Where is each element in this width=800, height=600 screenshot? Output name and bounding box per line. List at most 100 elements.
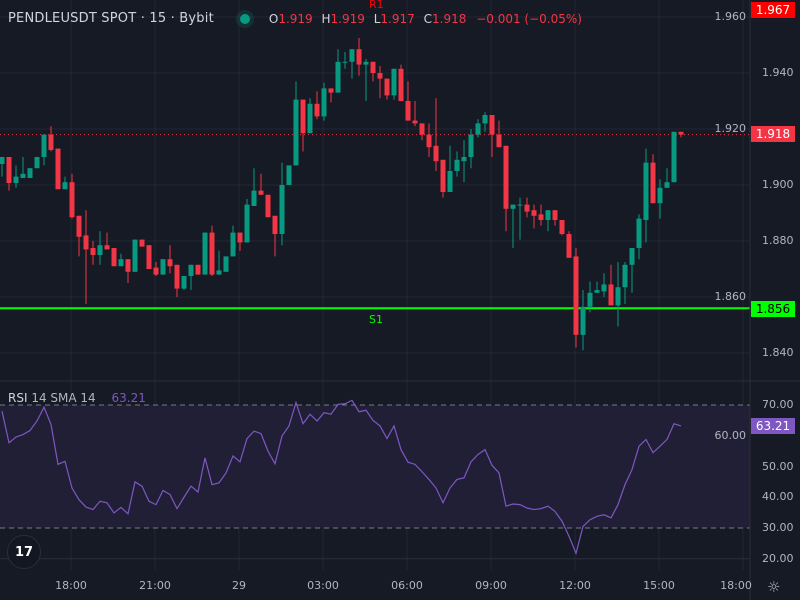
candle-up (279, 185, 285, 234)
candle-down (55, 148, 61, 190)
price-tick-label: 1.960 (714, 10, 747, 23)
candle-up (62, 182, 68, 190)
candle-down (433, 145, 439, 162)
candle-down (209, 232, 215, 275)
candle-down (552, 210, 558, 220)
candle-up (20, 173, 26, 178)
price-tick-label: 1.840 (762, 346, 794, 359)
candle-up (307, 103, 313, 134)
candle-up (202, 232, 208, 275)
candle-up (629, 248, 635, 265)
rsi-tick-label: 50.00 (762, 459, 794, 473)
high-label: H (321, 12, 331, 26)
candle-up (34, 157, 40, 169)
candle-down (356, 49, 362, 65)
candle-down (608, 284, 614, 306)
price-tick-label: 1.900 (762, 178, 794, 191)
time-tick-label: 21:00 (139, 579, 171, 592)
open-value: 1.919 (278, 12, 313, 26)
tradingview-logo[interactable]: 17 (7, 535, 41, 569)
candle-down (48, 134, 54, 150)
low-label: L (373, 12, 381, 26)
candle-down (300, 99, 306, 134)
rsi-bands (0, 404, 750, 529)
time-tick-label: 09:00 (475, 579, 507, 592)
rsi-line (1, 399, 682, 556)
candle-down (503, 145, 509, 209)
candle-down (328, 88, 334, 93)
candle-up (181, 276, 187, 289)
candle-up (587, 292, 593, 307)
candle-up (580, 306, 586, 335)
candle-up (230, 232, 236, 257)
candle-up (286, 165, 292, 185)
symbol-title[interactable]: PENDLEUSDT SPOT · 15 · Bybit (8, 11, 214, 26)
candle-down (384, 78, 390, 96)
last-price-tag: 1.918 (751, 126, 795, 142)
candle-up (335, 61, 341, 93)
high-value: 1.919 (330, 12, 365, 26)
time-tick-label: 29 (232, 579, 246, 592)
price-tick-label: 1.880 (762, 234, 794, 247)
candle-up (0, 157, 5, 164)
candle-up (13, 176, 19, 184)
candle-up (363, 61, 369, 65)
time-tick-label: 18:00 (55, 579, 87, 592)
close-value: 1.918 (432, 12, 467, 26)
candle-down (559, 220, 565, 234)
candle-down (167, 259, 173, 267)
candle-down (76, 215, 82, 237)
candle-down (405, 101, 411, 121)
rsi-tick-label: 20.00 (762, 551, 794, 565)
time-tick-label: 12:00 (559, 579, 591, 592)
candle-down (531, 210, 537, 216)
settings-gear-icon[interactable]: ☼ (767, 578, 781, 596)
candle-up (41, 134, 47, 157)
candle-up (118, 259, 124, 267)
price-tick-label: 1.940 (762, 66, 794, 79)
candle-down (377, 73, 383, 79)
rsi-tick-label: 30.00 (762, 521, 794, 534)
ohlc-values: O1.919 H1.919 L1.917 C1.918 −0.001 (−0.0… (264, 11, 582, 27)
candle-down (265, 194, 271, 218)
candle-down (258, 190, 264, 195)
candle-down (139, 239, 145, 247)
candle-up (636, 218, 642, 248)
rsi-band-background (0, 405, 750, 528)
rsi-legend[interactable]: RSI 14 SMA 14 63.21 (8, 391, 146, 405)
candle-up (454, 159, 460, 171)
candle-down (489, 115, 495, 135)
candle-up (657, 187, 663, 204)
level-lines (0, 134, 750, 310)
candle-down (496, 134, 502, 148)
candle-up (188, 264, 194, 276)
candle-up (482, 115, 488, 124)
candle-up (643, 162, 649, 220)
candle-down (146, 245, 152, 269)
candle-up (27, 168, 33, 178)
candle-down (573, 256, 579, 335)
candle-up (342, 61, 348, 63)
r1-label: R1 (369, 0, 384, 11)
candle-down (650, 162, 656, 204)
candles (0, 38, 684, 351)
candle-up (468, 134, 474, 157)
s1-price-tag: 1.856 (751, 301, 795, 317)
candle-down (419, 123, 425, 135)
candle-up (244, 204, 250, 243)
candle-down (111, 248, 117, 267)
candle-up (391, 68, 397, 96)
candle-up (475, 123, 481, 135)
candle-down (153, 267, 159, 275)
candle-up (321, 88, 327, 117)
candle-down (83, 235, 89, 250)
candle-down (398, 68, 404, 101)
candle-down (426, 134, 432, 148)
candle-up (216, 270, 222, 275)
candle-up (594, 290, 600, 293)
candle-down (104, 245, 110, 250)
candle-up (293, 99, 299, 166)
price-tick-label: 1.920 (714, 122, 747, 135)
rsi-tick-label: 40.00 (762, 490, 794, 504)
